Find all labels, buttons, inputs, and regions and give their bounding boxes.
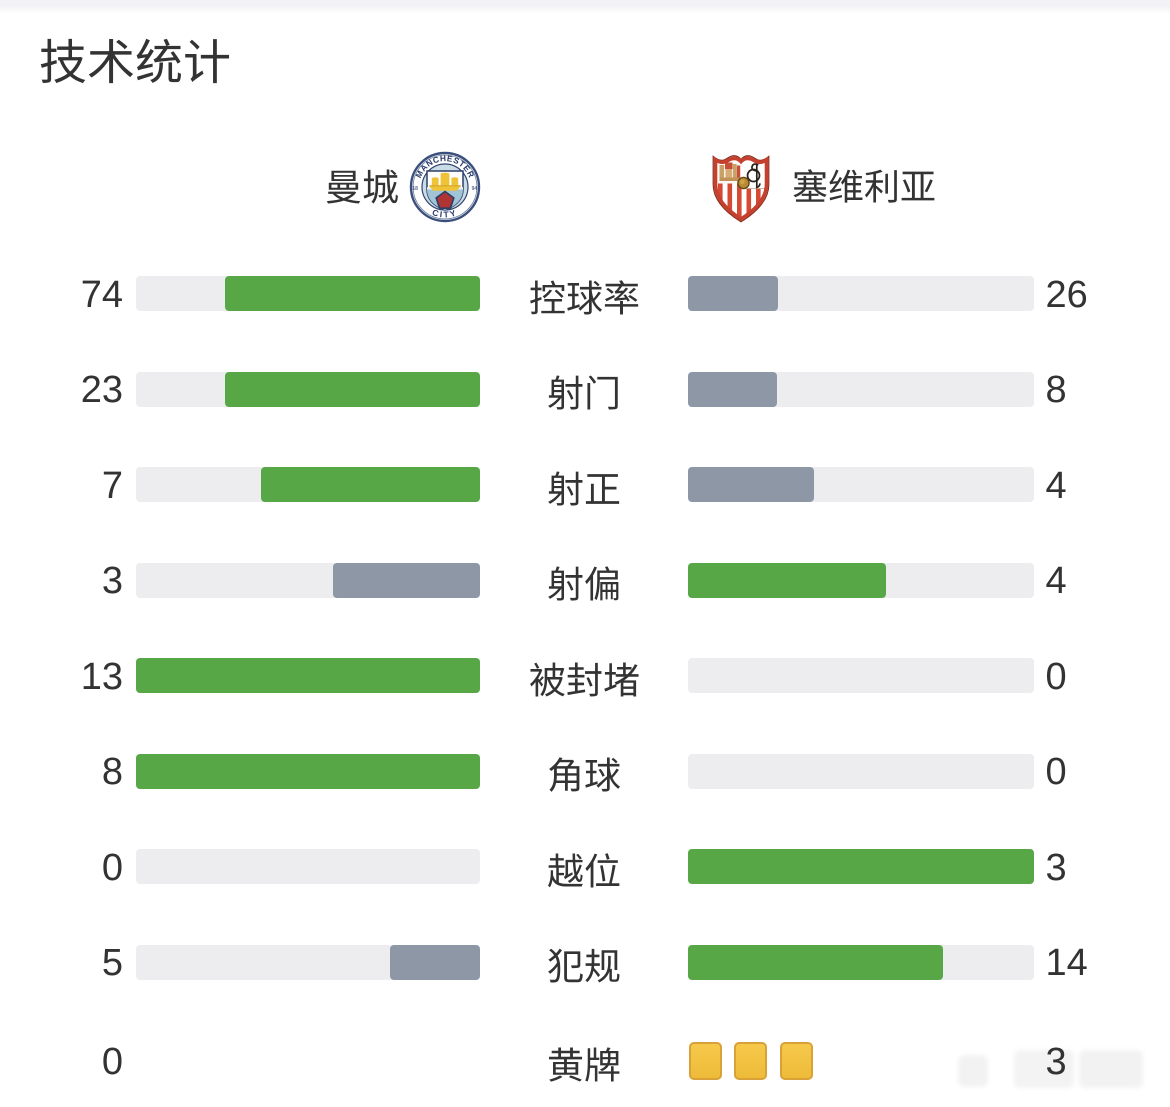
svg-text:CITY: CITY — [431, 207, 459, 220]
svg-text:94: 94 — [472, 186, 478, 192]
svg-text:18: 18 — [412, 186, 418, 192]
